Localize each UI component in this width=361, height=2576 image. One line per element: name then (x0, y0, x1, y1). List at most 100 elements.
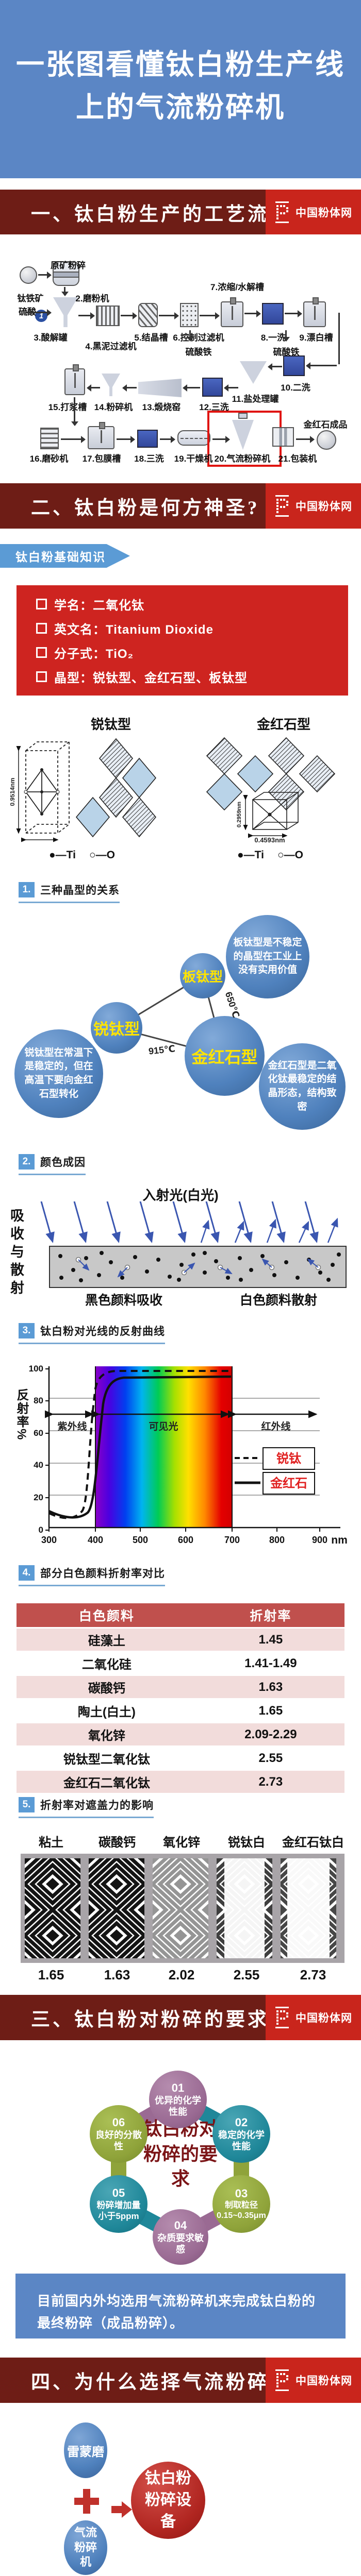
sample-name: 碳酸钙 (99, 1836, 136, 1850)
square-bullet-icon (36, 671, 47, 682)
flow-label: 9.漂白槽 (299, 333, 333, 343)
x-tick-label: 600 (178, 1535, 193, 1545)
flow-arrow (296, 435, 315, 443)
flow-label: 4.黑泥过滤机 (85, 342, 137, 351)
ti-legend: ●—Ti (49, 849, 76, 861)
requirement-06: 06 良好的分散性 (90, 2105, 147, 2163)
brand-logo-text: 中国粉体网 (296, 207, 352, 219)
flow-arrow (117, 435, 135, 443)
coating-tank-icon (88, 422, 114, 449)
flow-arrow (159, 312, 179, 319)
crusher14-icon (102, 374, 120, 396)
color-cause-diagram: 入射光(白光) 吸收与散射 (0, 1185, 361, 1311)
anatase-note-bubble: 锐钛型在常温下是稳定的，但在高温下要向金红石型转化 (14, 1029, 103, 1118)
anatase-label: 锐钛型 (90, 717, 131, 732)
flow-label: 6.控制过滤机 (173, 333, 224, 343)
wash3b-icon (137, 430, 158, 448)
y-tick-label: 100 (29, 1364, 43, 1374)
flow-label: 硫酸铁 (273, 347, 300, 357)
flow-label: 15.打浆槽 (48, 402, 87, 412)
anatase-height-dim: 0.9514nm (10, 778, 16, 806)
table-cell: 2.55 (196, 1747, 344, 1769)
table-cell: 1.41-1.49 (196, 1652, 344, 1674)
wash2-icon (283, 355, 305, 376)
brand-logo-icon (275, 2369, 289, 2391)
flow-arrow (61, 287, 69, 296)
flow-arrow (200, 312, 220, 319)
brand-logo-icon (275, 2007, 289, 2028)
hero-banner: 一张图看懂钛白粉生产线 上的气流粉碎机 (0, 0, 361, 178)
flow-arrow (61, 435, 86, 443)
flow-label: 20.气流粉碎机 (214, 454, 271, 464)
hydrolysis-tank-icon (221, 297, 243, 327)
y-tick-label: 40 (34, 1460, 43, 1470)
uv-region-label: 紫外线 (57, 1420, 87, 1432)
square-bullet-icon (36, 647, 47, 658)
req-number: 06 (112, 2115, 125, 2129)
flow-arrow (224, 384, 238, 392)
section4-title: 四、为什么选择气流粉碎机? (31, 2372, 303, 2393)
brand-logo: 中国粉体网 (266, 190, 361, 235)
brand-logo-text: 中国粉体网 (296, 2375, 352, 2387)
jet-mill-feeder-icon (238, 413, 248, 419)
req-number: 02 (235, 2115, 248, 2129)
pigment-layer-box (49, 1246, 347, 1288)
sample-name: 氧化锌 (163, 1836, 200, 1850)
flow-label: 原矿粉碎 (51, 261, 86, 270)
hero-title-line1: 一张图看懂钛白粉生产线 (15, 49, 345, 80)
requirement-01: 01 优异的化学性能 (149, 2071, 207, 2128)
flow-label: 13.煅烧窑 (142, 402, 181, 412)
product-icon (317, 430, 336, 450)
rutile-note-bubble: 金红石型是二氧化钛最稳定的结晶形态，结构致密 (259, 1043, 346, 1130)
x-tick-label: 900 (312, 1535, 327, 1545)
table-cell: 硅藻土 (17, 1629, 197, 1651)
section4-header: 四、为什么选择气流粉碎机? 中国粉体网 (0, 2358, 361, 2403)
flow-arrow (186, 330, 194, 342)
brand-logo-text: 中国粉体网 (296, 501, 352, 513)
basics-card: 学名：二氧化钛 英文名：Titanium Dioxide 分子式：TiO₂ 晶型… (17, 585, 348, 696)
flow-label: 14.粉碎机 (94, 402, 133, 412)
req-text: 杂质要求敏感 (157, 2232, 204, 2255)
jet-mill-bubble: 气流粉碎机 (64, 2520, 107, 2575)
brookite-bubble: 板钛型 (180, 953, 225, 998)
subsection3-title: 钛白粉对光线的反射曲线 (40, 1326, 165, 1337)
subsection3-marker: 3. 钛白粉对光线的反射曲线 (19, 1323, 165, 1344)
flow-label: 17.包膜槽 (82, 454, 121, 464)
hiding-power-samples: 粘土 碳酸钙 氧化锌 锐钛白 金红石钛白 (0, 1829, 361, 1984)
req-number: 04 (174, 2218, 187, 2232)
anatase-bubble: 锐钛型 (91, 1002, 142, 1054)
flow-label: 5.结晶槽 (134, 333, 168, 343)
brand-logo-icon (275, 201, 289, 223)
mud-filter-icon (96, 306, 120, 326)
section3-header: 三、钛白粉对粉碎的要求 中国粉体网 (0, 1995, 361, 2040)
flow-label: 3.酸解罐 (34, 333, 68, 343)
table-cell: 氧化锌 (17, 1723, 197, 1745)
x-unit-label: nm (331, 1534, 348, 1546)
y-tick-label: 80 (34, 1396, 43, 1405)
flow-arrow (122, 384, 137, 392)
x-tick-label: 300 (41, 1535, 57, 1545)
why-jet-diagram: 雷蒙磨 气流粉碎机 钛白粉粉碎设备 (0, 2401, 361, 2576)
req-number: 05 (112, 2186, 125, 2199)
ti-legend: ●—Ti (237, 849, 264, 861)
table-cell: 陶土(白土) (17, 1700, 197, 1722)
flow-arrow (26, 309, 52, 316)
x-tick-label: 400 (88, 1535, 103, 1545)
flow-label: 金红石成品 (303, 420, 348, 430)
flow-arrow (306, 362, 337, 369)
subsection3-number: 3. (19, 1323, 35, 1338)
flow-label: 钛铁矿 (17, 294, 44, 303)
pattern-tile-anatase (217, 1858, 272, 1958)
o-legend: ○—O (277, 849, 303, 861)
y-tick-label: 20 (34, 1493, 43, 1502)
subsection2-marker: 2. 颜色成因 (19, 1154, 86, 1175)
crystallizer-icon (138, 303, 158, 327)
atom-legend: ●—Ti ○—O (49, 849, 115, 861)
flow-label: 硫酸铁 (185, 347, 212, 357)
jet-mill-note-text: 目前国内外均选用气流粉碎机来完成钛白粉的最终粉碎（成品粉碎）。 (37, 2293, 316, 2331)
anatase-structure-drawing: 0.9514nm 0.3758nm (10, 738, 157, 842)
section2-header: 二、钛白粉是何方神圣? 中国粉体网 (0, 483, 361, 529)
salt-tank-icon (240, 361, 267, 384)
brand-logo: 中国粉体网 (266, 1995, 361, 2040)
table-cell: 金红石二氧化钛 (17, 1771, 197, 1793)
